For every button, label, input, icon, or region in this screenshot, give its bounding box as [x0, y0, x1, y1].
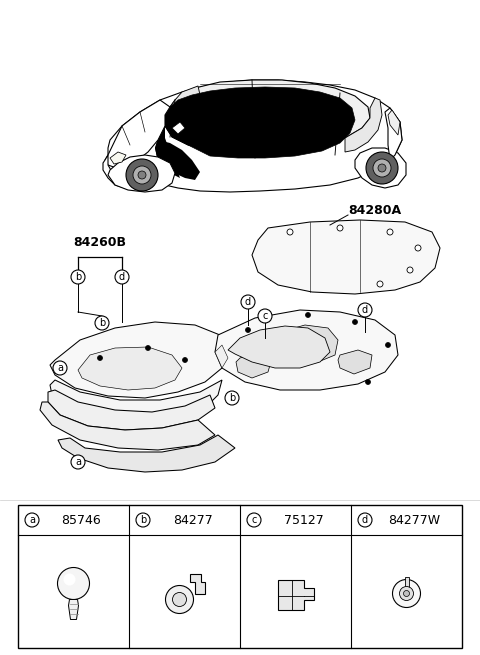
Circle shape — [373, 159, 391, 177]
Text: d: d — [119, 272, 125, 282]
Circle shape — [245, 328, 251, 333]
Text: 75127: 75127 — [284, 514, 324, 527]
Circle shape — [53, 361, 67, 375]
Polygon shape — [236, 352, 272, 378]
Circle shape — [172, 593, 187, 607]
Circle shape — [352, 320, 358, 324]
Circle shape — [399, 586, 413, 601]
Polygon shape — [388, 110, 400, 135]
Text: b: b — [229, 393, 235, 403]
Circle shape — [145, 345, 151, 350]
Text: d: d — [362, 305, 368, 315]
Polygon shape — [48, 390, 215, 430]
Text: b: b — [140, 515, 146, 525]
Text: c: c — [262, 311, 268, 321]
Text: c: c — [252, 515, 257, 525]
Circle shape — [247, 513, 261, 527]
Circle shape — [337, 225, 343, 231]
Circle shape — [378, 164, 386, 172]
Text: d: d — [362, 515, 368, 525]
Circle shape — [305, 312, 311, 318]
Text: a: a — [29, 515, 35, 525]
Text: 84260B: 84260B — [73, 236, 127, 248]
Circle shape — [258, 309, 272, 323]
Circle shape — [287, 229, 293, 235]
Polygon shape — [155, 140, 200, 180]
Text: a: a — [75, 457, 81, 467]
Circle shape — [377, 281, 383, 287]
Polygon shape — [277, 580, 313, 610]
Text: 84280A: 84280A — [348, 204, 401, 217]
Circle shape — [358, 513, 372, 527]
Circle shape — [25, 513, 39, 527]
Polygon shape — [50, 380, 222, 422]
Polygon shape — [103, 155, 130, 188]
Circle shape — [404, 591, 409, 597]
Circle shape — [387, 229, 393, 235]
Circle shape — [126, 159, 158, 191]
Circle shape — [63, 574, 75, 586]
Polygon shape — [272, 325, 338, 362]
Circle shape — [133, 166, 151, 184]
Circle shape — [358, 303, 372, 317]
Text: b: b — [99, 318, 105, 328]
Circle shape — [138, 171, 146, 179]
Circle shape — [95, 316, 109, 330]
Polygon shape — [215, 345, 228, 368]
Polygon shape — [190, 574, 204, 593]
Polygon shape — [172, 122, 185, 134]
Text: d: d — [245, 297, 251, 307]
Polygon shape — [385, 108, 402, 160]
Text: 84277: 84277 — [173, 514, 212, 527]
Circle shape — [71, 270, 85, 284]
Polygon shape — [40, 402, 215, 450]
Polygon shape — [108, 155, 175, 192]
Circle shape — [97, 356, 103, 360]
Circle shape — [365, 379, 371, 384]
Polygon shape — [215, 310, 398, 390]
Polygon shape — [355, 148, 406, 188]
Circle shape — [393, 580, 420, 607]
Text: 84277W: 84277W — [388, 514, 441, 527]
Text: a: a — [57, 363, 63, 373]
Polygon shape — [165, 86, 200, 137]
Polygon shape — [228, 326, 330, 368]
Text: b: b — [75, 272, 81, 282]
Polygon shape — [108, 80, 402, 192]
Circle shape — [58, 567, 89, 599]
Polygon shape — [155, 107, 180, 178]
Polygon shape — [58, 435, 235, 472]
Circle shape — [366, 152, 398, 184]
Circle shape — [415, 245, 421, 251]
Polygon shape — [345, 98, 382, 152]
Polygon shape — [165, 87, 355, 158]
Circle shape — [166, 586, 193, 614]
Polygon shape — [105, 100, 170, 170]
Circle shape — [136, 513, 150, 527]
Circle shape — [407, 267, 413, 273]
Circle shape — [225, 391, 239, 405]
Circle shape — [115, 270, 129, 284]
Polygon shape — [252, 220, 440, 294]
Polygon shape — [165, 80, 370, 152]
Polygon shape — [338, 350, 372, 374]
Polygon shape — [78, 347, 182, 390]
Circle shape — [385, 343, 391, 348]
Circle shape — [241, 295, 255, 309]
Circle shape — [182, 358, 188, 362]
Bar — [405, 576, 408, 591]
Polygon shape — [110, 152, 126, 164]
Polygon shape — [69, 599, 79, 620]
Circle shape — [71, 455, 85, 469]
Polygon shape — [50, 322, 230, 398]
Bar — [18, 505, 462, 648]
Text: 85746: 85746 — [61, 514, 101, 527]
